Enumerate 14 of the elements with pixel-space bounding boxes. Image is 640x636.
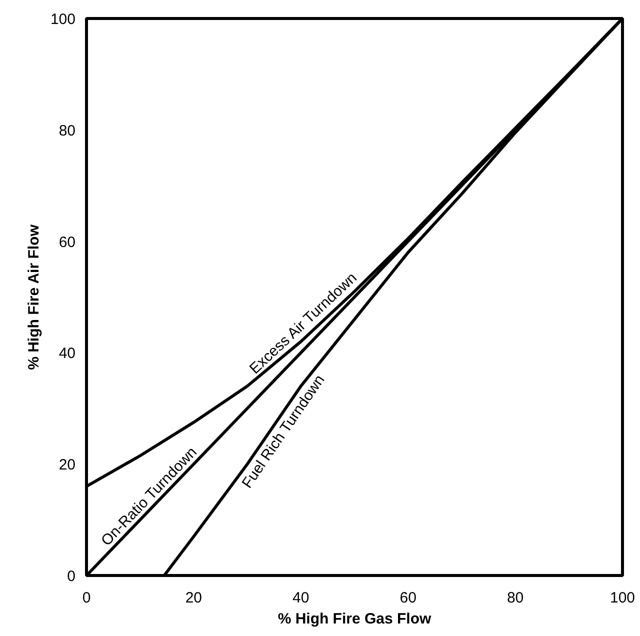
y-tick-label: 100 (50, 11, 76, 28)
y-tick-label: 40 (58, 345, 76, 362)
y-tick-label: 0 (67, 568, 76, 585)
x-tick-label: 100 (610, 590, 636, 606)
x-tick-label: 80 (506, 590, 524, 606)
x-tick-label: 20 (185, 590, 202, 606)
y-tick-label: 60 (58, 234, 76, 251)
y-axis-title: % High Fire Air Flow (25, 224, 42, 370)
x-axis-title: % High Fire Gas Flow (278, 610, 432, 628)
y-tick-label: 20 (58, 456, 76, 474)
x-tick-label: 40 (292, 590, 310, 606)
x-tick-label: 0 (82, 590, 91, 606)
x-tick-label: 60 (400, 590, 416, 606)
y-tick-label: 80 (58, 122, 76, 140)
